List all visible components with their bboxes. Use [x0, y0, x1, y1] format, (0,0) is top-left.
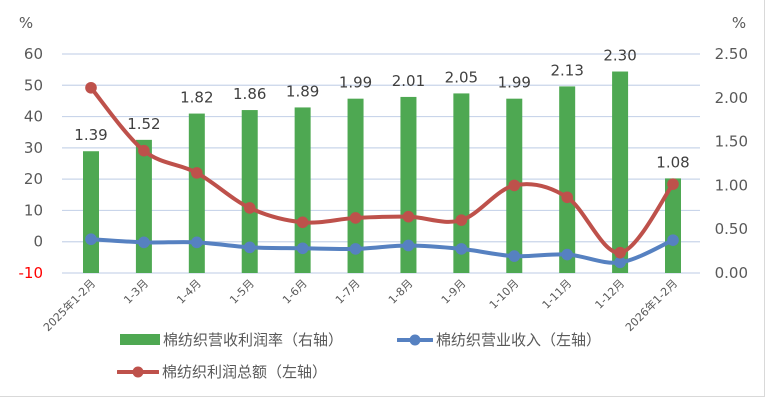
- data-point-marker: [667, 178, 679, 190]
- x-tick-label: 1-4月: [174, 277, 204, 307]
- bar: [559, 86, 576, 273]
- data-point-marker: [296, 216, 309, 229]
- bar-value-label: 2.30: [603, 47, 636, 65]
- data-point-marker: [508, 179, 521, 192]
- bar-value-label: 1.86: [233, 85, 266, 103]
- right-axis: 2.50 2.00 1.50 1.00 0.50 0.00: [715, 45, 748, 282]
- right-axis-unit: %: [732, 14, 746, 32]
- data-point-marker: [349, 243, 362, 255]
- x-tick-label: 1-12月: [593, 277, 628, 312]
- left-tick-label: 0: [33, 233, 43, 251]
- line-path: [89, 237, 675, 265]
- line-path: [89, 85, 675, 255]
- bar: [241, 110, 258, 274]
- left-axis: 60 50 40 30 20 10 0 -10: [19, 45, 44, 282]
- data-point-marker: [508, 250, 521, 262]
- legend-label: 棉纺织营业收入（左轴）: [436, 331, 602, 349]
- data-point-marker: [191, 167, 203, 179]
- left-axis-unit: %: [19, 14, 33, 32]
- bar-value-label: 2.05: [445, 68, 478, 86]
- bar: [347, 98, 364, 274]
- bar-value-label: 1.89: [286, 82, 319, 100]
- bar: [294, 107, 311, 273]
- left-tick-label: 30: [24, 139, 43, 157]
- x-tick-label: 1-5月: [227, 277, 257, 307]
- x-tick-label: 2026年1-2月: [622, 276, 680, 334]
- x-tick-label: 1-9月: [439, 277, 469, 307]
- left-tick-label: 60: [24, 45, 43, 63]
- line-marker-icon: [397, 334, 433, 345]
- bar-value-label: 1.99: [498, 74, 531, 92]
- data-point-marker: [614, 246, 626, 259]
- bar: [453, 93, 470, 273]
- bar-value-label: 2.01: [392, 72, 425, 90]
- legend-label: 棉纺织营收利润率（右轴）: [163, 331, 344, 349]
- bar: [665, 178, 681, 273]
- x-axis-labels: 2025年1-2月 1-3月 1-4月 1-5月 1-6月 1-7月 1-8月 1-9月 1-1…: [40, 276, 680, 334]
- data-point-marker: [561, 191, 573, 204]
- data-point-marker: [243, 202, 256, 214]
- x-tick-label: 1-6月: [280, 277, 310, 307]
- bar: [400, 96, 417, 273]
- data-point-marker: [349, 212, 362, 224]
- legend-label: 棉纺织利润总额（左轴）: [162, 363, 328, 381]
- x-tick-label: 2025年1-2月: [40, 276, 98, 334]
- data-point-marker: [455, 243, 468, 255]
- data-point-marker: [296, 242, 309, 255]
- data-point-marker: [402, 239, 415, 252]
- data-point-marker: [243, 241, 256, 254]
- data-point-marker: [85, 81, 97, 94]
- left-tick-label: 10: [24, 201, 43, 219]
- bar-value-label: 2.13: [550, 61, 583, 79]
- data-point-marker: [402, 210, 415, 223]
- left-tick-label: -10: [19, 264, 44, 282]
- bar: [612, 71, 629, 274]
- data-point-marker: [667, 234, 679, 246]
- gridlines: [62, 53, 700, 274]
- line-marker-icon: [117, 366, 159, 377]
- right-tick-label: 1.50: [715, 133, 748, 151]
- right-tick-label: 1.00: [715, 176, 748, 194]
- bar-value-label: 1.82: [180, 89, 213, 107]
- x-tick-label: 1-8月: [386, 277, 416, 307]
- data-point-marker: [191, 236, 203, 249]
- data-point-marker: [561, 248, 573, 261]
- data-point-marker: [138, 144, 150, 157]
- legend-item-profit-margin: 棉纺织营收利润率（右轴）: [120, 329, 343, 350]
- data-point-marker: [614, 256, 626, 269]
- line-series-total-profit: [85, 81, 679, 259]
- legend-item-total-profit: 棉纺织利润总额（左轴）: [117, 361, 327, 382]
- x-tick-label: 1-11月: [540, 277, 575, 312]
- bar-value-label: 1.99: [339, 74, 372, 92]
- bar-value-label: 1.08: [656, 153, 689, 171]
- right-tick-label: 0.00: [715, 264, 748, 282]
- data-point-marker: [138, 236, 150, 249]
- legend-item-revenue: 棉纺织营业收入（左轴）: [397, 329, 601, 350]
- right-tick-label: 0.50: [715, 220, 748, 238]
- bar: [135, 139, 152, 273]
- data-point-marker: [85, 233, 97, 246]
- data-point-marker: [455, 214, 468, 226]
- line-series-revenue: [85, 233, 679, 269]
- x-tick-label: 1-7月: [333, 277, 363, 307]
- bar-swatch-icon: [120, 334, 160, 345]
- line-series: [85, 81, 679, 269]
- bar-value-label: 1.52: [127, 115, 160, 133]
- x-tick-label: 1-10月: [487, 277, 522, 312]
- x-tick-label: 1-3月: [121, 277, 151, 307]
- right-tick-label: 2.00: [715, 89, 748, 107]
- bar: [188, 113, 205, 274]
- bar: [83, 151, 99, 273]
- right-tick-label: 2.50: [715, 45, 748, 63]
- left-tick-label: 40: [24, 108, 43, 126]
- bar-value-label: 1.39: [74, 126, 107, 144]
- left-tick-label: 20: [24, 170, 43, 188]
- bar-data-labels: 1.39 1.52 1.82 1.86 1.89 1.99 2.01 2.05 1.99 2.13…: [74, 47, 689, 172]
- bar-series-profit-margin: [83, 71, 681, 274]
- left-tick-label: 50: [24, 76, 43, 94]
